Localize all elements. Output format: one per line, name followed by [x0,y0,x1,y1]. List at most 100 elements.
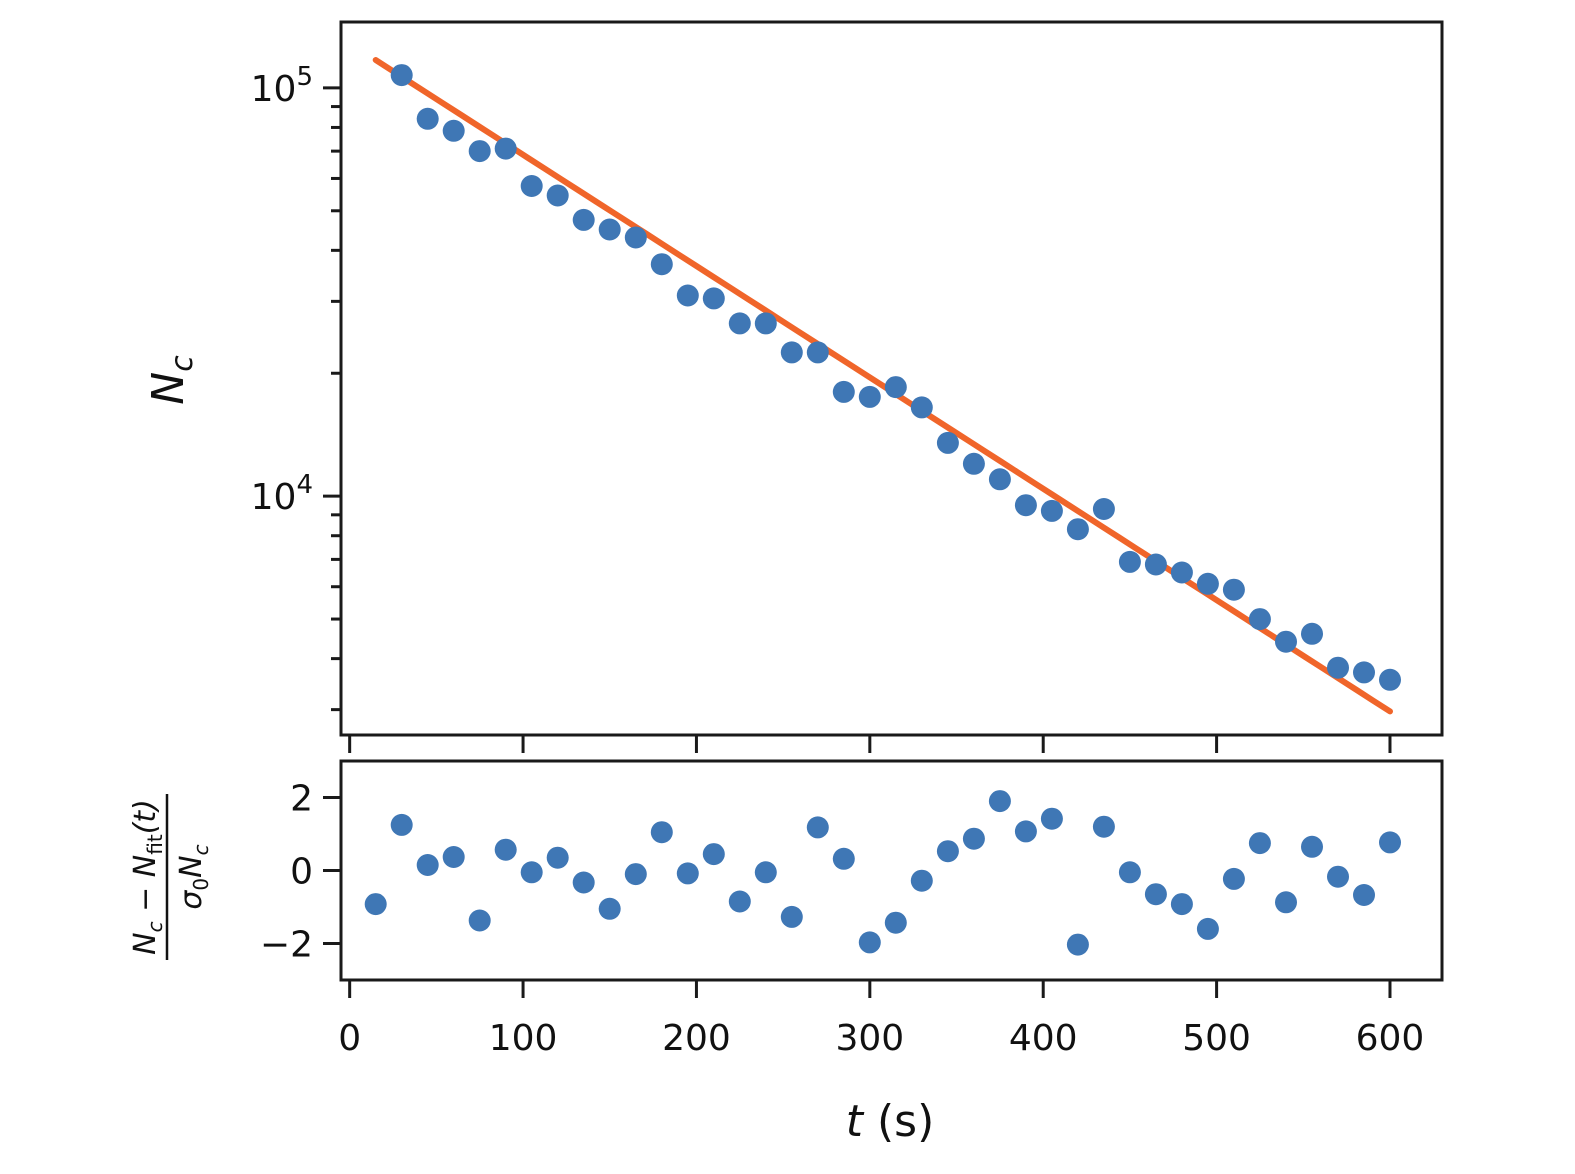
residual-point [1327,865,1349,888]
data-point [442,119,465,142]
residual-point [1118,861,1141,884]
residual-point [728,890,751,913]
y-tick-label: 105 [251,62,313,110]
bottom-plot-frame [339,759,1444,982]
data-point [884,376,907,399]
x-tick-label: 400 [1009,1018,1078,1059]
residual-point [936,840,959,863]
residual-y-tick-label: −2 [260,925,313,966]
bottom-y-axis-label: Nc − Nfit(t) σ0Nc [128,794,213,960]
residual-point [416,854,439,876]
data-point [988,468,1011,491]
data-point [1118,550,1141,573]
residual-y-tick-label: 2 [290,779,313,820]
residual-point [364,893,387,916]
residual-y-tick-label: 0 [290,852,313,893]
residual-point [1066,933,1089,956]
bottom-y-label-denominator: σ0Nc [174,844,213,909]
residual-point [598,897,621,920]
residual-point [1379,831,1401,854]
residual-point [702,843,725,866]
top-x-ticks [348,735,1392,753]
data-point [1170,561,1193,584]
data-point [494,137,517,160]
residual-point [754,861,777,884]
residual-point [1248,832,1271,855]
data-point [806,341,829,364]
data-point [858,385,881,408]
top-y-axis-label: Nc [143,355,200,405]
data-point [650,253,673,276]
data-point [572,208,595,231]
data-point [1275,630,1297,653]
data-point [1092,498,1115,520]
residual-point [494,838,517,861]
x-tick-label: 200 [662,1018,731,1059]
x-tick-label: 0 [338,1018,361,1059]
y-tick-label: 104 [251,470,313,518]
data-point [1379,668,1401,691]
data-point [832,380,855,403]
data-point [910,396,933,419]
top-y-ticks: 105 104 [251,62,341,712]
top-panel: 105 104 [251,20,1444,753]
residual-point [650,821,673,844]
residual-point [1353,884,1375,906]
bottom-y-ticks: 2 0 −2 [260,779,341,966]
residual-point [910,869,933,892]
residual-point [1301,835,1323,858]
data-point [468,140,491,163]
data-point [1248,608,1271,631]
residual-point [572,871,595,894]
data-point [1301,622,1323,645]
bottom-x-ticks: 0 100 200 300 400 500 600 [338,980,1424,1059]
residual-point [988,790,1011,813]
data-point [962,452,985,475]
data-point [390,64,413,87]
data-point [1327,656,1349,679]
bottom-panel: 2 0 −2 0 100 200 300 400 500 600 [260,759,1444,1059]
residual-point [1144,883,1167,906]
data-point [754,312,777,335]
data-point [702,287,725,310]
residual-point [468,909,491,932]
data-point [1196,572,1219,595]
residual-point [1170,893,1193,916]
residual-point [546,846,569,869]
x-axis-label: t (s) [846,1096,935,1147]
residual-point [832,847,855,870]
residual-point [390,813,413,836]
x-tick-label: 600 [1356,1018,1425,1059]
residual-point [520,861,543,884]
residual-point [962,827,985,850]
data-point [1066,518,1089,541]
residual-point [1222,867,1245,890]
data-point [520,175,543,197]
bottom-points-layer [364,790,1401,956]
data-point [728,312,751,335]
residual-point [884,911,907,934]
bottom-y-label-numerator: Nc − Nfit(t) [128,799,167,955]
residual-point [806,816,829,839]
residual-point [1040,807,1063,830]
residual-point [780,905,803,928]
data-point [936,431,959,454]
data-point [676,284,699,307]
x-tick-label: 500 [1182,1018,1251,1059]
data-point [416,107,439,130]
data-point [1144,553,1167,576]
residual-point [442,846,465,868]
x-tick-label: 300 [835,1018,904,1059]
top-points-layer [390,64,1401,691]
residual-point [1092,815,1115,838]
residual-point [676,862,699,885]
fit-curve [372,57,1393,715]
x-tick-label: 100 [489,1018,558,1059]
data-point [1222,578,1245,601]
residual-point [1196,917,1219,940]
residual-point [858,931,881,954]
data-point [1040,499,1063,522]
residual-point [624,863,647,886]
data-point [780,341,803,364]
